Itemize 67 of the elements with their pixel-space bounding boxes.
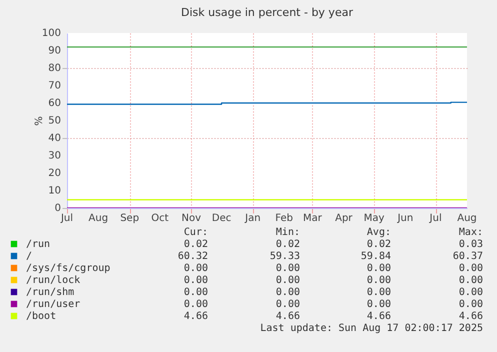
text: 0.00 xyxy=(184,275,208,286)
legend-label: /run/shm xyxy=(26,287,74,298)
text: 0.00 xyxy=(366,287,391,298)
legend-label: /run xyxy=(26,239,50,250)
chart-title: Disk usage in percent - by year xyxy=(181,6,354,19)
text: 4.66 xyxy=(276,311,300,322)
text: 0.00 xyxy=(184,263,208,274)
x-tick-label: Mar xyxy=(303,213,323,224)
text: 60.37 xyxy=(452,251,483,262)
text: 59.33 xyxy=(270,251,300,262)
x-tick-label: Jan xyxy=(244,213,261,224)
x-tick-label: Jul xyxy=(428,213,442,224)
y-tick-label: 40 xyxy=(48,133,61,144)
text: 59.84 xyxy=(360,251,391,262)
y-tick-label: 10 xyxy=(48,186,61,196)
text: 0.00 xyxy=(276,287,300,298)
text: 0.00 xyxy=(276,275,300,286)
x-tick-label: Jul xyxy=(60,213,74,224)
text: 60.32 xyxy=(178,251,208,262)
text: 0.00 xyxy=(276,299,300,310)
text: 0.02 xyxy=(184,239,208,250)
x-tick-label: Aug xyxy=(88,213,108,224)
text: 0.02 xyxy=(366,239,391,250)
text: Max: xyxy=(458,227,483,238)
text: 0.00 xyxy=(366,275,391,286)
text: 0.00 xyxy=(458,263,483,274)
text: 0.00 xyxy=(184,299,208,310)
x-tick-label: May xyxy=(364,213,384,224)
text: 0.00 xyxy=(366,263,391,274)
x-tick-label: Apr xyxy=(335,213,354,224)
text: 0.00 xyxy=(184,287,208,298)
y-tick-label: 70 xyxy=(48,80,61,92)
y-tick-label: 90 xyxy=(48,46,61,56)
legend-label: / xyxy=(26,251,32,262)
text: Avg: xyxy=(366,227,391,238)
y-tick-label: 100 xyxy=(42,28,61,39)
x-tick-label: Aug xyxy=(457,213,477,224)
text: 0.00 xyxy=(366,299,391,310)
y-tick-label: 20 xyxy=(48,168,61,179)
text: 0.02 xyxy=(276,239,300,250)
x-tick-label: Sep xyxy=(120,213,140,224)
text: 0.00 xyxy=(458,287,483,298)
x-tick-label: Feb xyxy=(275,213,294,224)
y-axis-title: % xyxy=(34,116,45,126)
y-tick-label: 60 xyxy=(48,98,61,109)
text: 0.00 xyxy=(276,263,300,274)
y-tick-label: 50 xyxy=(48,116,61,126)
text: 4.66 xyxy=(184,311,208,322)
y-tick-label: 80 xyxy=(48,63,61,74)
x-tick-label: Nov xyxy=(181,213,202,224)
text: Min: xyxy=(276,227,300,238)
x-tick-label: Dec xyxy=(212,213,232,224)
text: 4.66 xyxy=(458,311,483,322)
y-tick-label: 0 xyxy=(54,203,61,214)
text: Last update: Sun Aug 17 02:00:17 2025 xyxy=(260,323,483,334)
legend-label: /run/lock xyxy=(26,275,80,286)
y-tick-label: 30 xyxy=(48,150,61,162)
text: 4.66 xyxy=(366,311,391,322)
x-tick-label: Oct xyxy=(151,213,169,224)
legend-label: /boot xyxy=(26,311,56,322)
text: 0.03 xyxy=(458,239,483,250)
legend-label: /sys/fs/cgroup xyxy=(26,263,110,274)
text: Cur: xyxy=(184,227,208,238)
x-tick-label: Jun xyxy=(396,213,414,224)
text: 0.00 xyxy=(458,275,483,286)
legend-label: /run/user xyxy=(26,299,80,310)
text: 0.00 xyxy=(458,299,483,310)
